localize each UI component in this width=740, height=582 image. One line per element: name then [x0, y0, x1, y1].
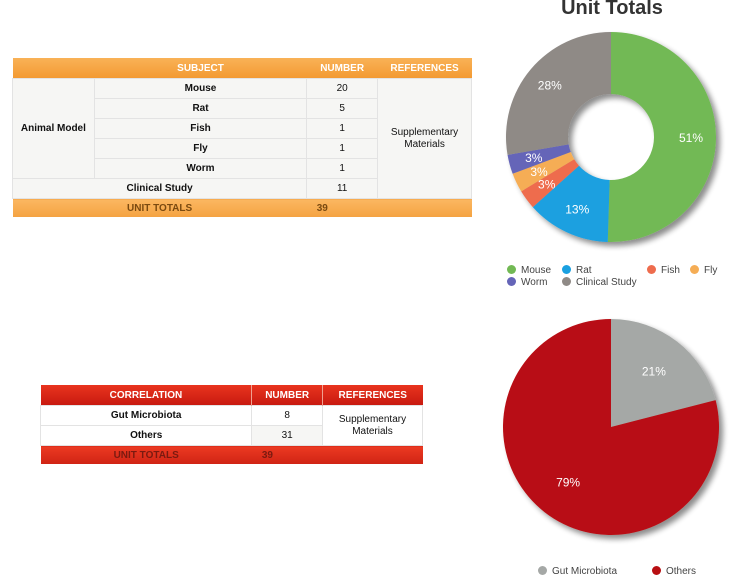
legend-label: Clinical Study [576, 277, 637, 288]
legend-item: Rat [562, 265, 592, 276]
header-references: REFERENCES [377, 58, 472, 79]
legend-label: Worm [521, 277, 548, 288]
slice-label: 79% [556, 475, 580, 489]
header-number: NUMBER [251, 385, 323, 406]
chart-title: Unit Totals [561, 0, 663, 19]
totals-row: UNIT TOTALS 39 [40, 445, 423, 464]
slice-rat [532, 165, 610, 242]
row-subject: Gut Microbiota [39, 405, 253, 426]
slice-label: 28% [538, 78, 562, 92]
legend-swatch [538, 566, 547, 575]
totals-row: UNIT TOTALS 39 [12, 198, 472, 217]
row-subject: Fly [93, 138, 308, 159]
legend-item: Worm [507, 277, 547, 288]
row-number: 31 [251, 425, 323, 446]
correlation-table-header: CORRELATION NUMBER REFERENCES [40, 385, 423, 406]
legend-swatch [507, 277, 516, 286]
table-row: Gut Microbiota 8 Supplementary Materials [39, 405, 424, 446]
pie-slices [506, 32, 716, 242]
subject-table-header: SUBJECT NUMBER REFERENCES [12, 58, 472, 79]
header-correlation: CORRELATION [40, 385, 253, 406]
slice-label: 3% [538, 178, 556, 192]
header-number: NUMBER [306, 58, 378, 79]
row-subject: Clinical Study [11, 178, 308, 199]
table-row: Others 31 [39, 425, 423, 446]
legend-swatch [652, 566, 661, 575]
legend-label: Fish [661, 265, 680, 276]
pie-slices [502, 319, 719, 535]
table-row: Animal Model Mouse 20 Supplementary Mate… [12, 78, 472, 199]
slice-label: 21% [642, 365, 666, 379]
subject-table: SUBJECT NUMBER REFERENCES Animal Model M… [11, 58, 472, 217]
table-row: Fly 1 [13, 138, 472, 159]
slice-fly [512, 152, 575, 192]
legend-item: Gut Microbiota [538, 566, 617, 577]
totals-value: 39 [306, 198, 472, 217]
legend-label: Fly [704, 265, 718, 276]
row-number: 1 [306, 118, 379, 139]
legend-item: Mouse [507, 265, 551, 276]
legend-swatch [647, 265, 656, 274]
totals-label: UNIT TOTALS [12, 198, 307, 217]
totals-value: 39 [251, 445, 423, 464]
legend-item: Others [652, 566, 696, 577]
slice-label: 13% [565, 203, 589, 217]
slice-label: 3% [525, 151, 543, 165]
totals-label: UNIT TOTALS [40, 445, 252, 464]
legend-item: Fly [690, 265, 717, 276]
row-subject: Others [39, 425, 253, 446]
header-references: REFERENCES [322, 385, 423, 406]
slice-mouse [607, 32, 716, 242]
row-number: 1 [306, 158, 379, 179]
correlation-table: CORRELATION NUMBER REFERENCES Gut Microb… [39, 385, 424, 464]
row-number: 8 [251, 405, 323, 426]
slice-label: 51% [679, 131, 703, 145]
legend-swatch [562, 277, 571, 286]
row-subject: Fish [93, 118, 308, 139]
legend-label: Rat [576, 265, 592, 276]
row-subject: Mouse [93, 78, 308, 99]
slice-others [502, 319, 719, 535]
reference-cell: Supplementary Materials [321, 405, 424, 446]
legend-label: Gut Microbiota [552, 566, 618, 577]
row-number: 11 [306, 178, 379, 199]
table-row: Clinical Study 11 [11, 178, 472, 199]
legend-swatch [507, 265, 516, 274]
row-number: 5 [306, 98, 379, 119]
reference-cell: Supplementary Materials [377, 78, 472, 199]
slice-fish [521, 159, 579, 208]
table-row: Worm 1 [13, 158, 472, 179]
row-subject: Rat [93, 98, 308, 119]
group-label: Animal Model [12, 78, 95, 179]
legend-swatch [690, 265, 699, 274]
slice-gut-microbiota [611, 319, 716, 427]
slice-label: 3% [530, 165, 548, 179]
slice-worm [507, 144, 571, 174]
row-subject: Worm [93, 158, 308, 179]
header-subject: SUBJECT [94, 58, 307, 79]
row-number: 20 [306, 78, 379, 99]
legend-label: Others [666, 566, 697, 577]
legend-label: Mouse [521, 265, 552, 276]
legend-item: Clinical Study [562, 277, 637, 288]
row-number: 1 [306, 138, 379, 159]
legend-item: Fish [647, 265, 680, 276]
legend-swatch [562, 265, 571, 274]
table-row: Rat 5 [13, 98, 472, 119]
slice-clinical-study [506, 32, 611, 155]
